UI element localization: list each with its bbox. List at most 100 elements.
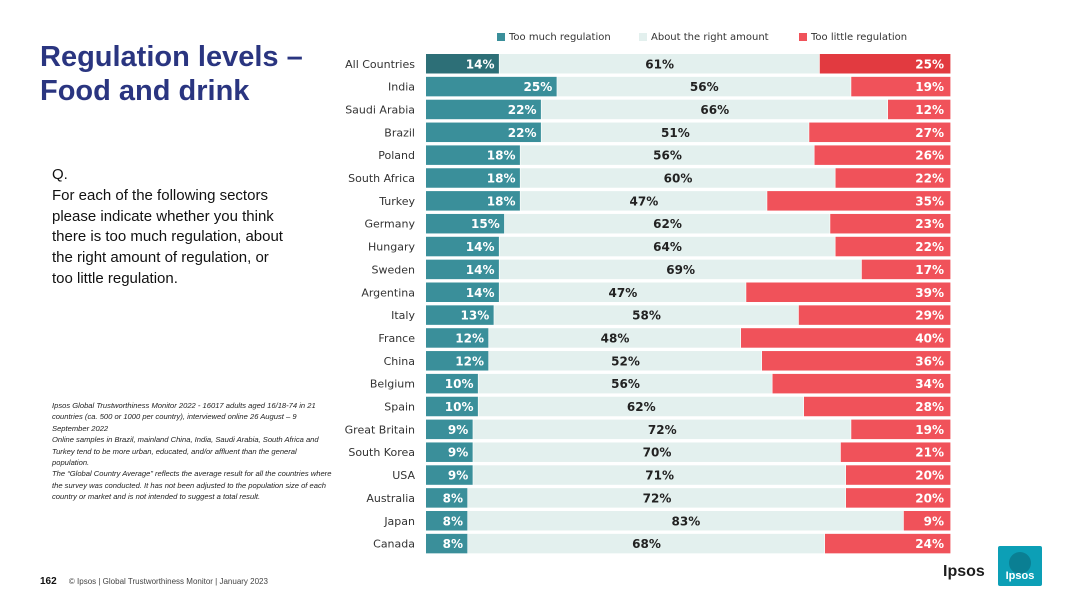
bar-too-much — [426, 328, 489, 348]
page-title-line1: Regulation levels – — [40, 41, 303, 73]
data-label-too-much: 15% — [471, 217, 500, 231]
bar-about-right — [499, 259, 862, 280]
legend-label-too-much: Too much regulation — [509, 32, 611, 43]
category-label: Hungary — [368, 241, 415, 254]
data-label-about-right: 62% — [627, 400, 656, 414]
data-label-about-right: 72% — [643, 491, 672, 505]
category-label: Saudi Arabia — [345, 103, 415, 116]
data-label-too-little: 22% — [915, 172, 944, 186]
note-1: Ipsos Global Trustworthiness Monitor 202… — [52, 401, 316, 433]
category-label: Spain — [384, 401, 415, 414]
bar-too-little — [840, 442, 951, 462]
data-label-too-little: 22% — [915, 240, 944, 254]
bar-about-right — [478, 373, 772, 394]
legend-item-too-little: Too little regulation — [799, 32, 907, 43]
legend-swatch-about-right — [639, 33, 647, 41]
data-label-too-much: 14% — [466, 57, 495, 71]
bar-about-right — [473, 465, 846, 485]
note-2: Online samples in Brazil, mainland China… — [52, 435, 319, 468]
bar-about-right — [468, 533, 825, 554]
data-label-about-right: 58% — [632, 309, 661, 323]
note-3: The “Global Country Average” reflects th… — [52, 469, 332, 502]
data-label-too-little: 26% — [915, 149, 944, 163]
bar-too-little — [835, 168, 951, 188]
bar-about-right — [489, 328, 741, 348]
data-label-too-much: 22% — [508, 126, 537, 140]
data-label-too-much: 18% — [487, 149, 516, 163]
data-label-too-much: 12% — [455, 331, 484, 345]
data-label-too-much: 13% — [461, 309, 490, 323]
data-label-about-right: 83% — [672, 514, 701, 528]
data-label-too-much: 8% — [443, 537, 463, 551]
bar-about-right — [494, 305, 799, 325]
bar-too-much — [426, 259, 499, 280]
bar-too-little — [846, 465, 951, 485]
category-label: Italy — [391, 309, 415, 322]
category-label: Japan — [383, 515, 415, 528]
bar-about-right — [520, 168, 835, 188]
data-label-too-little: 20% — [915, 491, 944, 505]
data-label-about-right: 47% — [609, 286, 638, 300]
bar-about-right — [541, 122, 809, 143]
bar-too-much — [426, 533, 468, 554]
bar-about-right — [520, 145, 814, 165]
bar-too-little — [851, 419, 951, 440]
data-label-about-right: 51% — [661, 126, 690, 140]
survey-question: Q. For each of the following sectors ple… — [52, 165, 287, 290]
data-label-too-little: 21% — [915, 446, 944, 460]
data-label-about-right: 52% — [611, 354, 640, 368]
data-label-too-much: 18% — [487, 194, 516, 208]
bar-too-little — [814, 145, 951, 165]
data-label-about-right: 66% — [700, 103, 729, 117]
category-label: South Korea — [348, 446, 415, 459]
legend-item-too-much: Too much regulation — [497, 32, 611, 43]
category-label: France — [378, 332, 415, 345]
bar-too-much — [426, 442, 473, 462]
data-label-too-little: 20% — [915, 469, 944, 483]
bar-too-much — [426, 488, 468, 508]
data-label-too-much: 22% — [508, 103, 537, 117]
bar-about-right — [478, 396, 804, 417]
data-label-too-little: 29% — [915, 309, 944, 323]
bar-too-little — [746, 282, 951, 302]
legend-label-about-right: About the right amount — [651, 32, 769, 43]
data-label-too-much: 14% — [466, 240, 495, 254]
bar-too-much — [426, 351, 489, 371]
bar-about-right — [468, 488, 846, 508]
bar-too-little — [888, 99, 951, 120]
legend-item-about-right: About the right amount — [639, 32, 769, 43]
bar-about-right — [520, 191, 767, 211]
bar-too-little — [819, 54, 951, 74]
data-label-too-little: 25% — [915, 57, 944, 71]
data-label-too-much: 8% — [443, 491, 463, 505]
bar-about-right — [504, 213, 830, 234]
data-label-about-right: 47% — [630, 194, 659, 208]
bar-too-little — [798, 305, 951, 325]
data-label-too-little: 17% — [915, 263, 944, 277]
bar-about-right — [468, 511, 904, 531]
data-label-too-much: 10% — [445, 400, 474, 414]
bar-too-little — [809, 122, 951, 143]
bar-too-much — [426, 465, 473, 485]
bar-too-much — [426, 236, 499, 257]
data-label-too-little: 12% — [915, 103, 944, 117]
category-label: Canada — [373, 538, 415, 551]
bar-too-little — [804, 396, 951, 417]
data-label-too-much: 14% — [466, 263, 495, 277]
data-label-about-right: 69% — [666, 263, 695, 277]
category-label: All Countries — [345, 58, 415, 71]
data-label-too-much: 14% — [466, 286, 495, 300]
category-label: Turkey — [378, 195, 415, 208]
data-label-too-much: 9% — [448, 469, 468, 483]
category-label: Brazil — [384, 126, 415, 139]
data-label-too-little: 36% — [915, 354, 944, 368]
legend-label-too-little: Too little regulation — [811, 32, 908, 43]
bar-too-much — [426, 99, 541, 120]
page-title-line2: Food and drink — [40, 75, 250, 107]
data-label-about-right: 48% — [601, 331, 630, 345]
category-label: Belgium — [370, 378, 415, 391]
bar-too-little — [762, 351, 951, 371]
bar-too-much — [426, 76, 557, 97]
category-label: USA — [392, 469, 415, 482]
